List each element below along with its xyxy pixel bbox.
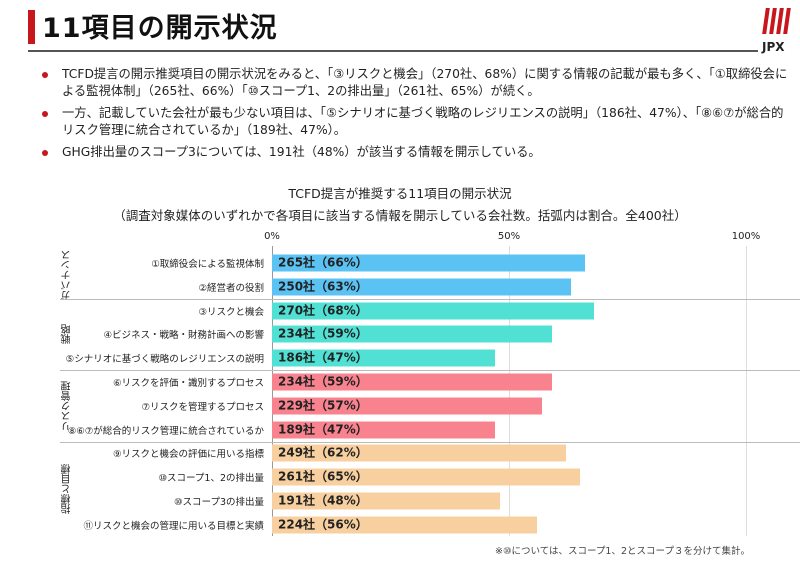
group-label: 指標と目標 bbox=[62, 464, 73, 515]
bullet-item: 一方、記載していた会社が最も少ない項目は、「⑤シナリオに基づく戦略のレジリエンス… bbox=[40, 105, 790, 139]
title-accent bbox=[28, 10, 35, 44]
bar: 249社（62%） bbox=[272, 444, 566, 462]
group-label: 戦略 bbox=[62, 324, 73, 345]
axis-tick-label: 0% bbox=[264, 231, 280, 242]
bar: 189社（47%） bbox=[272, 421, 495, 439]
bar: 261社（65%） bbox=[272, 468, 581, 486]
chart-subtitle: （調査対象媒体のいずれかで各項目に該当する情報を開示している会社数。括弧内は割合… bbox=[113, 208, 687, 223]
category-label: ①取締役会による監視体制 bbox=[151, 259, 264, 270]
category-label: ⑦リスクを管理するプロセス bbox=[141, 401, 264, 413]
gridline bbox=[272, 246, 273, 536]
axis-tick-label: 50% bbox=[497, 231, 521, 242]
gridline bbox=[746, 246, 747, 536]
bar: 234社（59%） bbox=[272, 373, 552, 391]
bullet-item: TCFD提言の開示推奨項目の開示状況をみると、「③リスクと機会」（270社、68… bbox=[40, 66, 790, 100]
group-separator bbox=[60, 298, 800, 300]
category-label: ⑩スコープ3の排出量 bbox=[174, 497, 264, 508]
bar: 186社（47%） bbox=[272, 349, 495, 367]
summary-bullets: TCFD提言の開示推奨項目の開示状況をみると、「③リスクと機会」（270社、68… bbox=[40, 66, 790, 166]
group-label: リスク管理 bbox=[62, 380, 73, 431]
category-label: ⑥リスクを評価・識別するプロセス bbox=[112, 378, 264, 389]
bar: 229社（57%） bbox=[272, 397, 543, 415]
category-label: ③リスクと機会 bbox=[198, 306, 264, 318]
category-label: ⑧⑥⑦が総合的リスク管理に統合されているか bbox=[67, 425, 264, 437]
footnote: ※⑩については、スコープ1、2とスコープ３を分けて集計。 bbox=[495, 546, 750, 557]
bar: 250社（63%） bbox=[272, 278, 571, 296]
group-separator bbox=[60, 441, 800, 443]
bar: 234社（59%） bbox=[272, 325, 552, 343]
axis-tick-label: 100% bbox=[731, 231, 761, 242]
group-separator bbox=[60, 370, 800, 372]
group-label: ガバナンス bbox=[62, 249, 73, 300]
gridline bbox=[509, 246, 510, 536]
bar: 224社（56%） bbox=[272, 516, 538, 534]
bar: 265社（66%） bbox=[272, 254, 585, 272]
category-label: ⑪リスクと機会の管理に用いる目標と実績 bbox=[83, 520, 264, 532]
bar: 270社（68%） bbox=[272, 302, 595, 320]
bar: 191社（48%） bbox=[272, 492, 500, 510]
page-title: 11項目の開示状況 bbox=[42, 13, 278, 44]
category-label: ②経営者の役割 bbox=[198, 282, 264, 294]
category-label: ⑩スコープ1、2の排出量 bbox=[158, 473, 264, 485]
category-label: ⑨リスクと機会の評価に用いる指標 bbox=[112, 449, 264, 461]
category-label: ④ビジネス・戦略・財務計画への影響 bbox=[103, 330, 264, 342]
jpx-logo: JPX bbox=[762, 8, 792, 58]
category-label: ⑤シナリオに基づく戦略のレジリエンスの説明 bbox=[65, 354, 264, 366]
title-divider bbox=[28, 50, 758, 52]
bullet-item: GHG排出量のスコープ3については、191社（48%）が該当する情報を開示してい… bbox=[40, 144, 790, 161]
chart-title: TCFD提言が推奨する11項目の開示状況 bbox=[288, 186, 512, 201]
